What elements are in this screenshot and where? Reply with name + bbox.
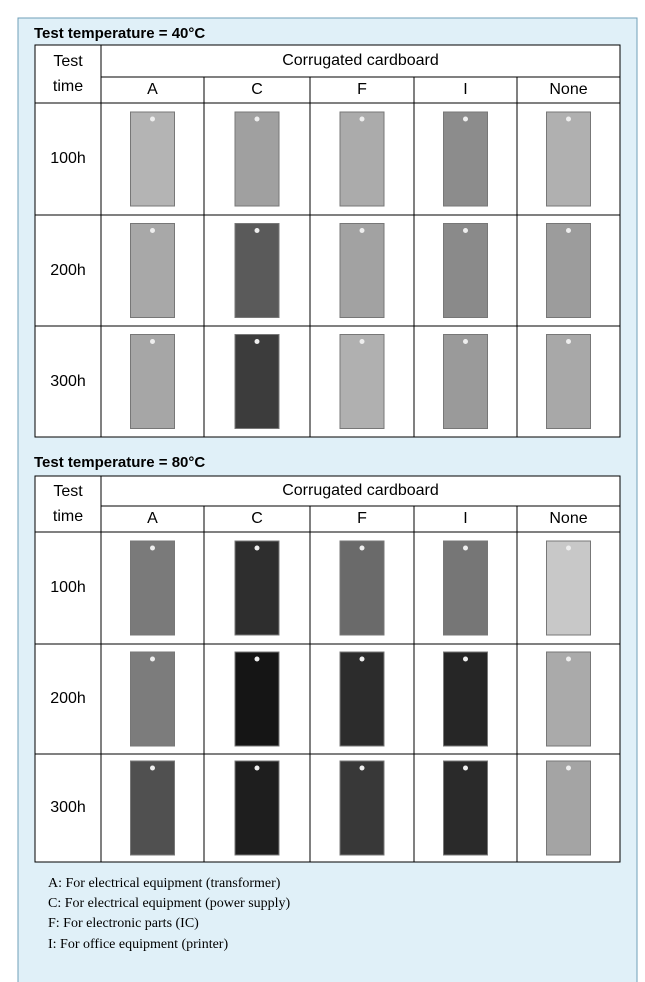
specimen-photo: [339, 651, 385, 747]
column-header: I: [463, 510, 468, 527]
specimen-hole: [463, 228, 468, 233]
section-title: Test temperature = 80°C: [34, 454, 206, 471]
footnote: C: For electrical equipment (power suppl…: [48, 896, 291, 911]
specimen-hole: [150, 765, 155, 771]
specimen-hole: [463, 545, 468, 551]
specimen-hole: [566, 228, 571, 233]
specimen-photo: [546, 651, 591, 747]
row-label: 200h: [50, 690, 86, 707]
table-bg: [34, 44, 621, 438]
specimen-hole: [254, 765, 260, 771]
specimen-photo: [234, 540, 280, 636]
specimen-hole: [463, 339, 468, 344]
specimen-photo: [546, 540, 591, 636]
specimen-photo: [234, 334, 280, 429]
specimen-hole: [150, 656, 155, 662]
column-header: C: [251, 510, 263, 527]
specimen-photo: [130, 223, 175, 318]
row-label: 300h: [50, 799, 86, 816]
specimen-hole: [150, 116, 155, 122]
specimen-hole: [359, 545, 365, 551]
specimen-hole: [150, 545, 155, 551]
specimen-photo: [339, 334, 385, 429]
specimen-photo: [443, 334, 488, 429]
footnote: A: For electrical equipment (transformer…: [48, 876, 281, 891]
footnote: F: For electronic parts (IC): [48, 916, 199, 931]
specimen-photo: [443, 111, 488, 207]
row-label: 100h: [50, 579, 86, 596]
specimen-hole: [566, 545, 571, 551]
specimen-hole: [566, 765, 571, 771]
specimen-hole: [254, 339, 260, 344]
specimen-hole: [463, 765, 468, 771]
column-header: F: [357, 510, 367, 527]
specimen-photo: [546, 760, 591, 856]
row-label: 100h: [50, 150, 86, 167]
row-label: 200h: [50, 261, 86, 279]
specimen-hole: [150, 228, 155, 233]
corner-header: Test time: [52, 483, 84, 525]
specimen-hole: [254, 228, 260, 233]
specimen-hole: [359, 228, 365, 233]
corner-header: Test time: [52, 53, 84, 95]
specimen-photo: [443, 223, 488, 318]
specimen-photo: [546, 111, 591, 207]
column-header: A: [147, 81, 158, 98]
specimen-photo: [339, 223, 385, 318]
specimen-photo: [130, 651, 175, 747]
specimen-photo: [339, 111, 385, 207]
column-header: A: [147, 510, 158, 527]
table-bg: [34, 475, 621, 863]
specimen-photo: [234, 111, 280, 207]
group-header: Corrugated cardboard: [282, 482, 439, 499]
specimen-photo: [130, 111, 175, 207]
column-header: C: [251, 81, 263, 98]
specimen-photo: [546, 223, 591, 318]
specimen-photo: [546, 334, 591, 429]
specimen-hole: [254, 116, 260, 122]
specimen-hole: [359, 116, 365, 122]
specimen-hole: [463, 656, 468, 662]
row-label: 300h: [50, 372, 86, 390]
specimen-photo: [130, 760, 175, 856]
specimen-photo: [443, 540, 488, 636]
specimen-photo: [339, 540, 385, 636]
specimen-photo: [234, 223, 280, 318]
specimen-photo: [443, 651, 488, 747]
section-title: Test temperature = 40°C: [34, 25, 206, 42]
specimen-hole: [254, 656, 260, 662]
specimen-photo: [130, 334, 175, 429]
specimen-hole: [359, 339, 365, 344]
specimen-photo: [234, 651, 280, 747]
specimen-photo: [443, 760, 488, 856]
specimen-photo: [130, 540, 175, 636]
specimen-hole: [566, 339, 571, 344]
column-header: I: [463, 81, 468, 98]
specimen-hole: [150, 339, 155, 344]
specimen-photo: [234, 760, 280, 856]
specimen-hole: [359, 656, 365, 662]
specimen-hole: [254, 545, 260, 551]
column-header: None: [549, 510, 588, 527]
specimen-hole: [463, 116, 468, 122]
footnote: I: For office equipment (printer): [48, 937, 229, 952]
specimen-hole: [359, 765, 365, 771]
specimen-hole: [566, 656, 571, 662]
column-header: F: [357, 81, 367, 98]
specimen-photo: [339, 760, 385, 856]
group-header: Corrugated cardboard: [282, 52, 439, 69]
specimen-hole: [566, 116, 571, 122]
column-header: None: [549, 81, 588, 98]
